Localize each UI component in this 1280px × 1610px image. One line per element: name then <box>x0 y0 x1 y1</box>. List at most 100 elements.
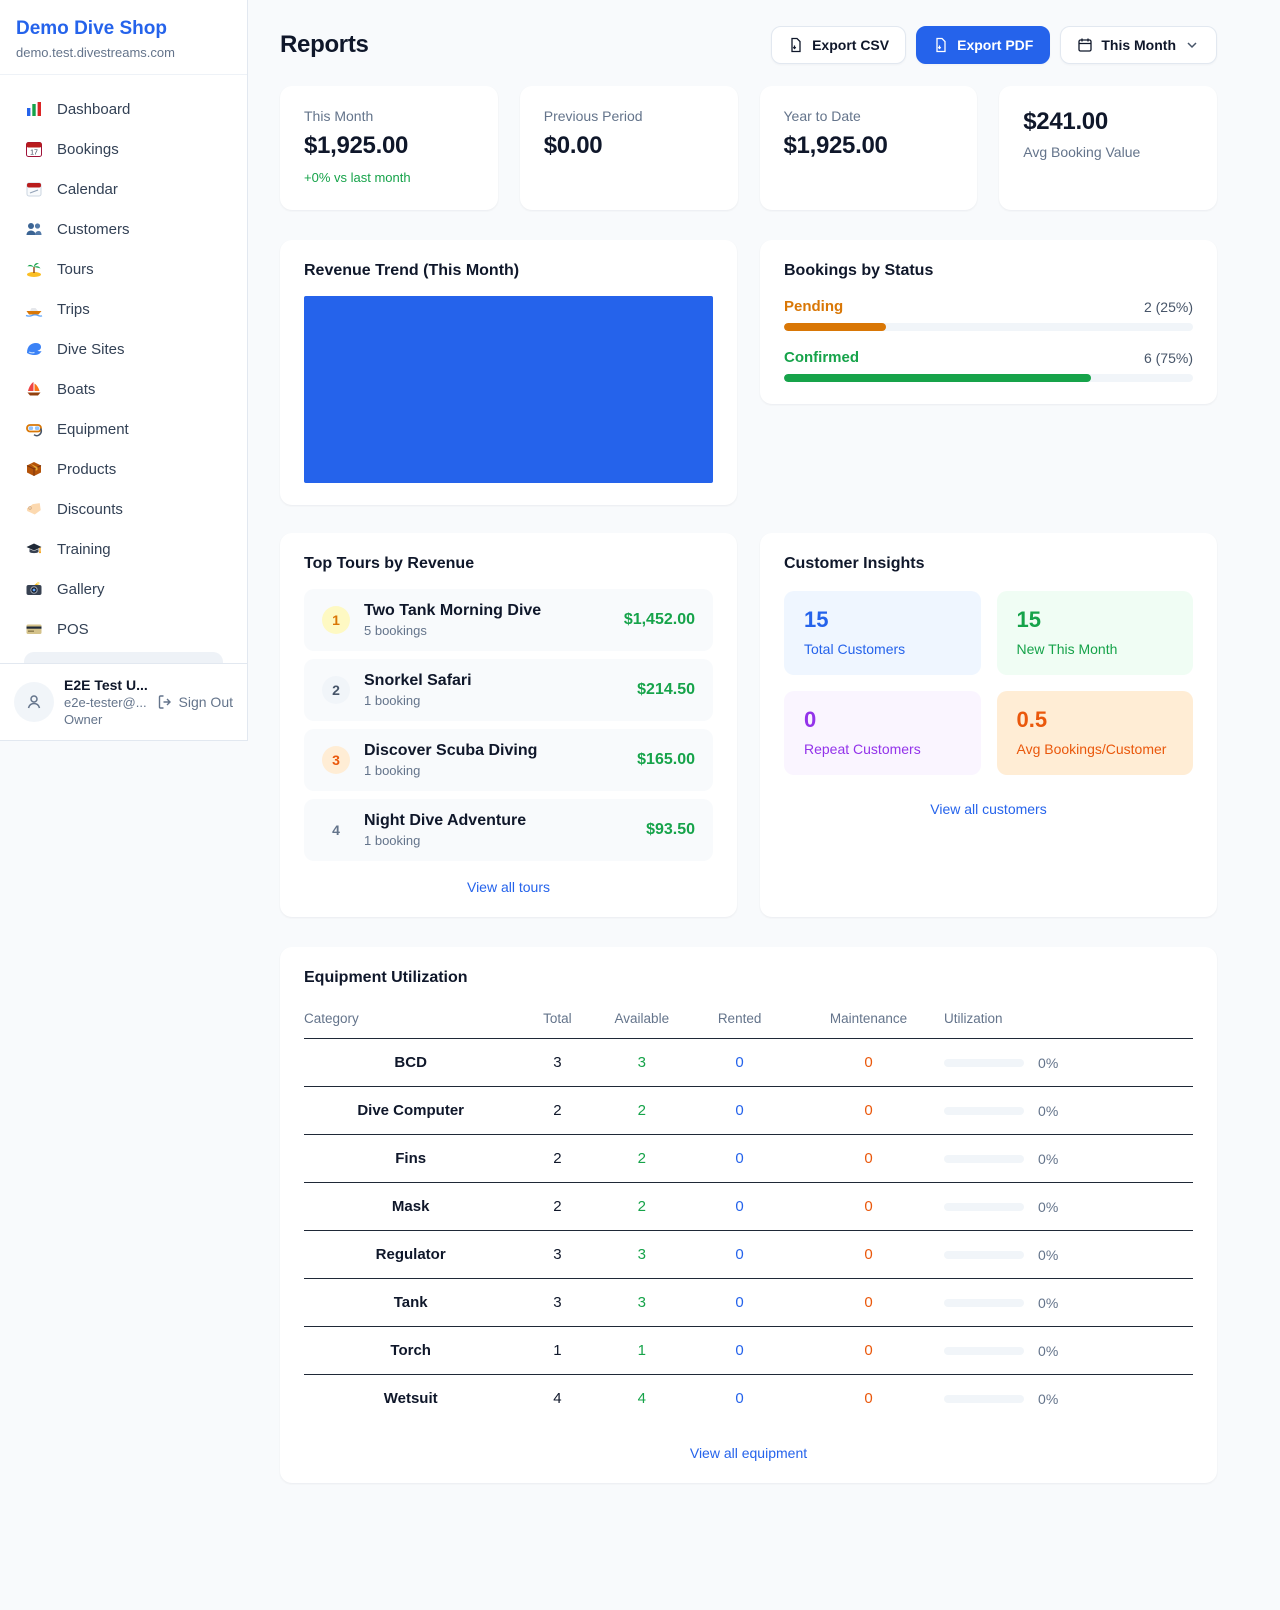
person-icon <box>27 695 41 709</box>
tour-list-item: 2 Snorkel Safari 1 booking $214.50 <box>304 659 713 721</box>
view-all-equipment-link[interactable]: View all equipment <box>689 1444 808 1461</box>
sidebar-item-bookings[interactable]: 17 Bookings <box>12 129 235 169</box>
sidebar-item-label: POS <box>57 620 89 638</box>
tour-name: Two Tank Morning Dive <box>364 602 542 619</box>
customer-insights-card: Customer Insights 15 Total Customers 15 … <box>760 533 1217 917</box>
stat-card-this-month: This Month $1,925.00 +0% vs last month <box>280 86 498 210</box>
stat-delta: +0% vs last month <box>304 170 411 185</box>
speedboat-icon <box>24 299 44 319</box>
sidebar-item-label: Dashboard <box>57 100 131 118</box>
stat-label: This Month <box>304 108 374 124</box>
tour-list-item: 1 Two Tank Morning Dive 5 bookings $1,45… <box>304 589 713 651</box>
tear-calendar-icon <box>24 179 44 199</box>
sidebar-item-label: Customers <box>57 220 130 238</box>
sign-out-button[interactable]: Sign Out <box>157 694 233 710</box>
column-header-utilization: Utilization <box>944 1001 1193 1039</box>
top-tours-title: Top Tours by Revenue <box>304 555 475 572</box>
stat-value: $1,925.00 <box>304 132 409 159</box>
insight-value: 0.5 <box>1016 707 1048 732</box>
insight-tile-repeat-customers: 0 Repeat Customers <box>784 691 981 775</box>
sidebar-item-dashboard[interactable]: Dashboard <box>12 89 235 129</box>
insight-label: Total Customers <box>804 641 906 657</box>
column-header-rented: Rented <box>686 1001 793 1039</box>
sidebar-item-dive-sites[interactable]: Dive Sites <box>12 329 235 369</box>
status-count: 6 (75%) <box>1143 349 1193 366</box>
stat-value: $0.00 <box>543 132 603 159</box>
top-tours-card: Top Tours by Revenue 1 Two Tank Morning … <box>280 533 737 917</box>
tour-bookings: 5 bookings <box>364 623 427 638</box>
sidebar-item-label: Tours <box>57 260 94 278</box>
sidebar-item-discounts[interactable]: Discounts <box>12 489 235 529</box>
column-header-total: Total <box>517 1001 598 1039</box>
status-label: Confirmed <box>784 349 859 366</box>
period-dropdown[interactable]: This Month <box>1060 26 1217 64</box>
sidebar-item-products[interactable]: Products <box>12 449 235 489</box>
sidebar-item-label: Discounts <box>57 500 123 518</box>
sidebar-item-gallery[interactable]: Gallery <box>12 569 235 609</box>
sidebar-item-boats[interactable]: Boats <box>12 369 235 409</box>
view-all-tours-link[interactable]: View all tours <box>466 879 550 895</box>
credit-card-icon <box>24 619 44 639</box>
stat-value: $241.00 <box>1023 108 1108 135</box>
sidebar-item-trips[interactable]: Trips <box>12 289 235 329</box>
export-pdf-button[interactable]: Export PDF <box>916 26 1051 64</box>
status-row-confirmed: Confirmed 6 (75%) <box>784 349 1193 382</box>
sidebar-item-label: Calendar <box>57 180 118 198</box>
tour-revenue: $1,452.00 <box>623 611 695 628</box>
utilization-bar <box>944 1250 1025 1259</box>
equipment-utilization-card: Equipment Utilization Category Total Ava… <box>280 947 1217 1483</box>
bar-chart-icon <box>24 99 44 119</box>
rank-badge: 4 <box>332 822 340 838</box>
view-all-customers-link[interactable]: View all customers <box>930 801 1047 817</box>
customer-insights-title: Customer Insights <box>784 555 925 572</box>
stat-label: Avg Booking Value <box>1023 144 1141 160</box>
export-csv-label: Export CSV <box>812 37 890 53</box>
stat-value: $1,925.00 <box>783 132 888 159</box>
progress-track <box>784 323 1193 331</box>
sidebar-item-customers[interactable]: Customers <box>12 209 235 249</box>
column-header-category: Category <box>304 1001 518 1039</box>
sidebar-item-calendar[interactable]: Calendar <box>12 169 235 209</box>
insights-row: Top Tours by Revenue 1 Two Tank Morning … <box>280 533 1217 917</box>
svg-text:17: 17 <box>30 150 38 157</box>
sidebar-item-equipment[interactable]: Equipment <box>12 409 235 449</box>
sailboat-icon <box>24 379 44 399</box>
sidebar-item-label: Gallery <box>57 580 105 598</box>
revenue-trend-bar <box>304 296 713 483</box>
sidebar-item-label: Boats <box>57 380 96 398</box>
chevron-down-icon <box>1187 42 1197 49</box>
brand-name: Demo Dive Shop <box>16 18 167 39</box>
sidebar-item-label: Dive Sites <box>57 340 125 358</box>
sidebar-item-reports-partial[interactable] <box>24 652 223 663</box>
tour-revenue: $214.50 <box>637 681 695 698</box>
sidebar: Demo Dive Shop demo.test.divestreams.com… <box>0 0 248 741</box>
sidebar-item-pos[interactable]: POS <box>12 609 235 649</box>
sidebar-item-tours[interactable]: Tours <box>12 249 235 289</box>
table-row: Tank 3 3 0 0 0% <box>304 1278 1193 1327</box>
insight-value: 15 <box>804 607 829 632</box>
stat-card-year-to-date: Year to Date $1,925.00 <box>759 86 978 210</box>
logout-icon <box>158 695 171 709</box>
progress-fill <box>784 374 1091 382</box>
file-download-icon <box>791 37 801 53</box>
tour-list-item: 3 Discover Scuba Diving 1 booking $165.0… <box>304 729 713 791</box>
table-header-row: Category Total Available Rented Maintena… <box>304 1001 1193 1039</box>
sidebar-item-training[interactable]: Training <box>12 529 235 569</box>
stat-card-avg-booking-value: $241.00 Avg Booking Value <box>999 86 1217 210</box>
sidebar-item-label: Equipment <box>57 420 129 438</box>
user-email: e2e-tester@... <box>64 695 147 710</box>
brand: Demo Dive Shop demo.test.divestreams.com <box>0 0 247 75</box>
calendar-icon <box>1078 38 1092 52</box>
insight-tile-new-this-month: 15 New This Month <box>996 591 1193 675</box>
user-role: Owner <box>64 712 103 727</box>
brand-domain: demo.test.divestreams.com <box>16 45 175 60</box>
export-csv-button[interactable]: Export CSV <box>771 26 907 64</box>
rank-badge: 2 <box>322 676 350 704</box>
progress-fill <box>784 323 887 331</box>
stat-label: Previous Period <box>543 108 643 124</box>
column-header-available: Available <box>597 1001 687 1039</box>
equipment-utilization-title: Equipment Utilization <box>304 969 468 986</box>
camera-icon <box>24 579 44 599</box>
rank-badge: 1 <box>322 606 350 634</box>
tour-name: Discover Scuba Diving <box>364 742 538 759</box>
